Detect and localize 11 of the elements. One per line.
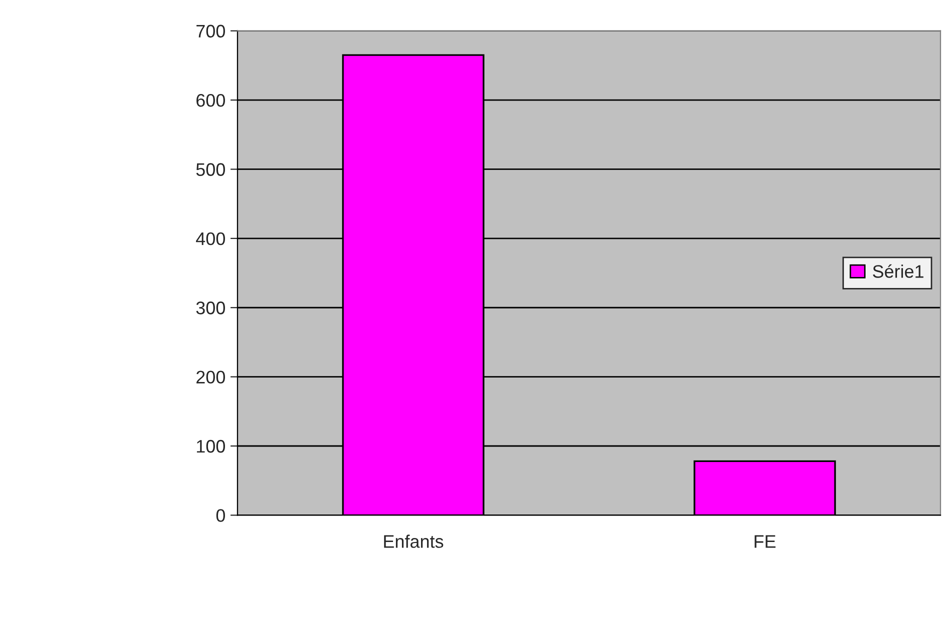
y-tick-label: 700 bbox=[196, 24, 225, 38]
y-tick-label: 600 bbox=[196, 94, 225, 107]
y-tick-label: 300 bbox=[196, 302, 225, 314]
x-tick-label: Enfants bbox=[384, 534, 444, 548]
legend-label: Série1 bbox=[872, 264, 924, 278]
y-tick-label: 0 bbox=[216, 509, 225, 522]
y-tick-label: 500 bbox=[196, 163, 225, 176]
y-tick-label: 400 bbox=[196, 232, 225, 246]
x-tick-label: FE bbox=[754, 535, 776, 548]
y-tick-label: 100 bbox=[196, 440, 225, 453]
y-tick-label: 200 bbox=[196, 370, 225, 384]
